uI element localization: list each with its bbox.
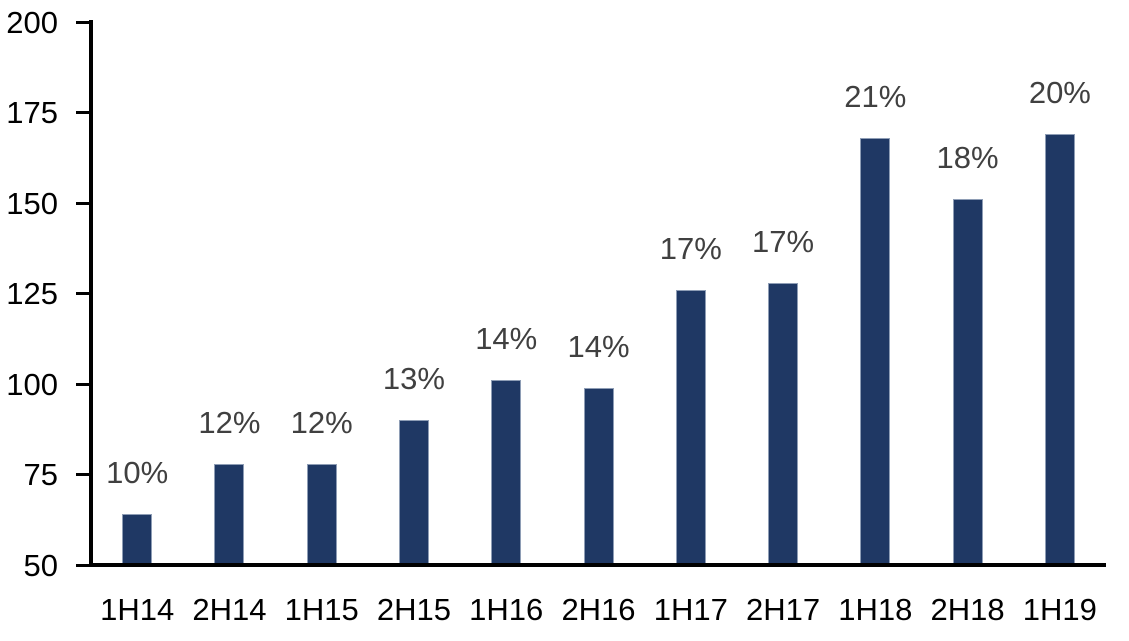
y-axis-tick-label: 150 — [6, 185, 58, 221]
y-axis-tick-label: 125 — [6, 276, 58, 311]
bar-2h16 — [583, 387, 614, 567]
bar-1h19 — [1044, 134, 1075, 567]
bar-value-label: 18% — [936, 140, 999, 176]
x-axis-tick-label: 2H16 — [561, 592, 636, 627]
x-axis-tick-label: 1H15 — [284, 592, 359, 627]
bar-value-label: 17% — [752, 223, 815, 259]
bar-value-label: 13% — [382, 361, 445, 397]
bar-1h17 — [675, 289, 706, 567]
bar-2h14 — [214, 463, 245, 567]
bar-1h14 — [122, 514, 153, 567]
y-axis-tick — [76, 201, 89, 205]
y-axis-tick-label: 100 — [6, 366, 58, 402]
bar-1h16 — [491, 380, 522, 567]
y-axis-tick-label: 175 — [6, 95, 58, 130]
bar-1h18 — [860, 137, 891, 567]
y-axis-tick-label: 75 — [23, 457, 58, 492]
y-axis-tick-label: 50 — [23, 547, 58, 583]
y-axis-tick — [76, 563, 89, 567]
x-axis-tick-label: 1H17 — [653, 592, 728, 627]
bar-2h15 — [398, 420, 429, 567]
bar-value-label: 20% — [1028, 75, 1091, 111]
bar-value-label: 14% — [475, 321, 538, 357]
x-axis-tick-label: 2H17 — [745, 592, 821, 627]
x-axis-tick-label: 2H18 — [930, 592, 1005, 627]
bar-1h15 — [306, 463, 337, 567]
x-axis-tick-label: 2H15 — [376, 592, 451, 627]
bar-value-label: 12% — [198, 404, 261, 440]
y-axis-tick — [76, 473, 89, 476]
bar-2h17 — [768, 282, 799, 567]
bar-value-label: 14% — [567, 328, 630, 364]
x-axis-tick-label: 1H16 — [469, 592, 544, 627]
y-axis-tick — [76, 292, 89, 295]
bar-value-label: 10% — [106, 455, 169, 491]
y-axis-tick — [76, 111, 89, 114]
y-axis-tick-label: 200 — [6, 4, 58, 40]
x-axis-tick-label: 1H19 — [1022, 592, 1097, 627]
y-axis-tick — [76, 20, 89, 24]
bar-value-label: 17% — [659, 230, 722, 266]
y-axis-line — [89, 20, 93, 567]
bar-value-label: 21% — [844, 78, 907, 114]
x-axis-tick-label: 2H14 — [192, 592, 267, 627]
bar-2h18 — [952, 199, 983, 567]
x-axis-tick-label: 1H14 — [100, 592, 175, 627]
y-axis-tick — [76, 382, 89, 386]
x-axis-tick-label: 1H18 — [838, 592, 913, 627]
bar-value-label: 12% — [290, 404, 353, 440]
x-axis-line — [89, 563, 1106, 567]
